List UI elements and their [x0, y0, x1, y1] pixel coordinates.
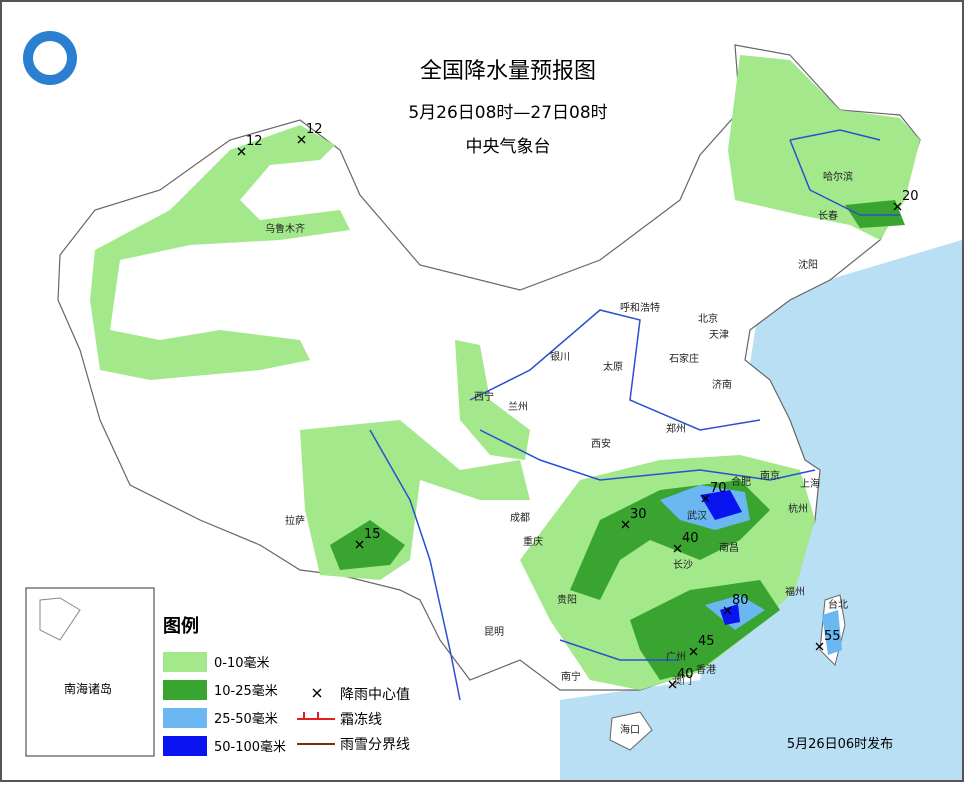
city-label: 北京 [698, 312, 718, 325]
center-mark [355, 540, 364, 549]
legend-label: 10-25毫米 [214, 683, 278, 699]
city-label: 沈阳 [798, 258, 818, 271]
legend-symbol-label: 雨雪分界线 [340, 737, 410, 753]
center-mark [237, 147, 246, 156]
center-value: 70 [710, 481, 727, 496]
center-mark [621, 520, 630, 529]
center-mark [893, 202, 902, 211]
city-label: 澳门 [672, 674, 692, 687]
rain-area-light [455, 340, 530, 460]
center-value: 12 [306, 122, 323, 137]
center-mark [723, 606, 732, 615]
legend-swatch [163, 652, 207, 672]
legend-swatch [163, 736, 207, 756]
rain-centers: 12 12 20 15 70 30 40 80 45 55 40 [237, 122, 919, 689]
city-label: 长春 [818, 210, 838, 222]
city-label: 广州 [666, 651, 686, 663]
rain-area-storm [700, 490, 742, 520]
hainan [609, 711, 653, 751]
city-label: 台北 [828, 598, 848, 611]
inset-label: 南海诸岛 [64, 681, 112, 696]
city-label: 拉萨 [285, 514, 305, 527]
city-label: 太原 [603, 360, 623, 373]
center-value: 40 [682, 531, 699, 546]
rain-area-heavy [822, 610, 842, 655]
rain-area-light [90, 125, 350, 380]
center-mark [701, 494, 710, 503]
title: 全国降水量预报图 [420, 59, 596, 84]
city-label: 济南 [712, 378, 732, 391]
rain-area-mid [330, 520, 405, 570]
center-value: 40 [677, 667, 694, 682]
rivers [369, 129, 900, 701]
issuer: 中央气象台 [466, 137, 551, 157]
city-label: 海口 [620, 723, 640, 736]
legend-label: 0-10毫米 [214, 655, 270, 671]
legend-symbol-label: 霜冻线 [340, 711, 382, 728]
city-label: 兰州 [508, 400, 528, 413]
city-label: 乌鲁木齐 [265, 222, 305, 235]
legend: 0-10毫米 10-25毫米 25-50毫米 50-100毫米 降雨中心值霜冻线雨雪分界… [163, 652, 410, 756]
rain-areas [90, 55, 920, 690]
center-value: 20 [902, 189, 919, 204]
city-label: 南昌 [719, 541, 739, 554]
rain-area-storm [720, 604, 740, 625]
city-label: 西宁 [474, 390, 494, 403]
center-mark [297, 135, 306, 144]
city-label: 哈尔滨 [823, 170, 853, 183]
legend-symbol [312, 688, 322, 698]
city-label: 福州 [785, 585, 805, 598]
center-mark [815, 642, 824, 651]
published: 5月26日06时发布 [787, 736, 893, 752]
legend-swatch [163, 680, 207, 700]
legend-label: 50-100毫米 [214, 739, 286, 755]
city-label: 合肥 [731, 475, 751, 488]
legend-symbol-label: 降雨中心值 [340, 687, 410, 703]
center-value: 12 [246, 134, 263, 149]
city-label: 南宁 [561, 670, 581, 683]
center-mark [689, 647, 698, 656]
city-label: 武汉 [687, 509, 707, 522]
inset-shape [39, 597, 81, 641]
legend-symbol [297, 712, 335, 720]
city-label: 上海 [800, 477, 820, 490]
city-label: 天津 [709, 329, 729, 341]
city-label: 石家庄 [669, 352, 699, 365]
center-mark [668, 680, 677, 689]
legend-label: 25-50毫米 [214, 711, 278, 727]
city-label: 杭州 [788, 502, 808, 515]
city-label: 贵阳 [557, 593, 577, 606]
rain-area-light [728, 55, 920, 240]
city-label: 郑州 [666, 422, 686, 435]
city-label: 南京 [760, 469, 780, 482]
subtitle: 5月26日08时—27日08时 [408, 103, 607, 123]
logo [33, 41, 67, 75]
legend-title: 图例 [163, 615, 199, 637]
center-mark [673, 544, 682, 553]
city-label: 香港 [696, 664, 716, 676]
legend-swatch [163, 708, 207, 728]
center-value: 45 [698, 634, 715, 649]
city-label: 成都 [510, 512, 530, 524]
city-label: 昆明 [484, 626, 504, 638]
center-value: 15 [364, 527, 381, 542]
city-label: 西安 [591, 437, 611, 450]
city-label: 呼和浩特 [620, 302, 660, 314]
city-label: 长沙 [673, 559, 693, 571]
center-value: 55 [824, 629, 841, 644]
rain-area-mid [845, 200, 905, 228]
city-label: 重庆 [523, 535, 543, 548]
center-value: 30 [630, 507, 647, 522]
city-label: 银川 [550, 350, 570, 363]
center-value: 80 [732, 593, 749, 608]
